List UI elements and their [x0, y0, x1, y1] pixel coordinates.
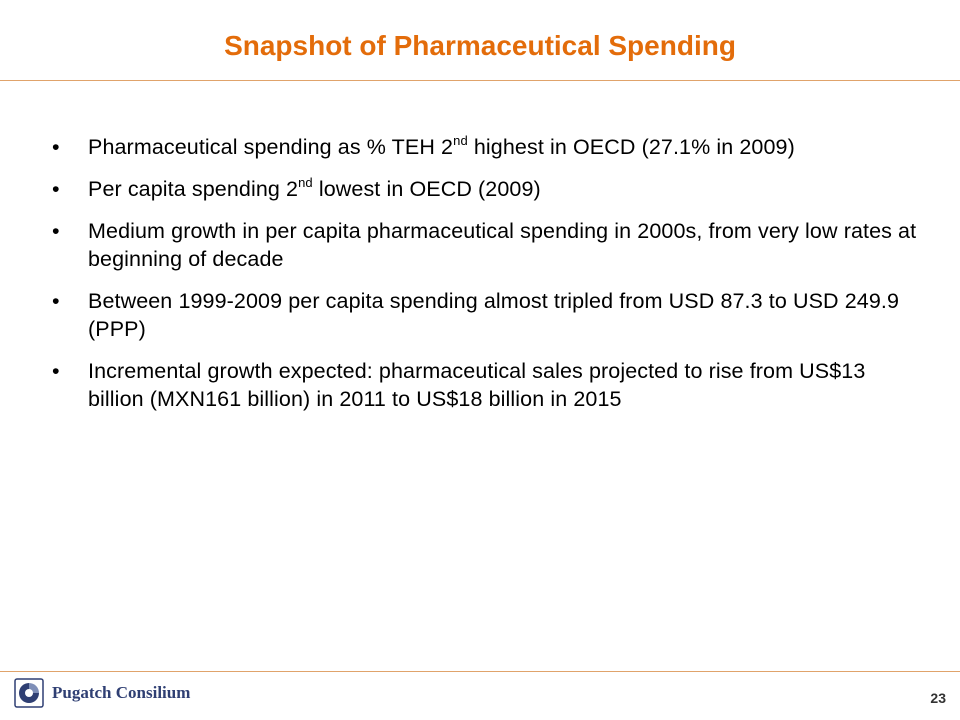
bullet-superscript: nd — [453, 133, 468, 148]
logo-text: Pugatch Consilium — [52, 683, 191, 702]
bullet-text: Between 1999-2009 per capita spending al… — [88, 289, 900, 341]
bullet-list: • Pharmaceutical spending as % TEH 2nd hi… — [52, 133, 922, 427]
slide-title: Snapshot of Pharmaceutical Spending — [224, 30, 736, 61]
bullet-dot: • — [52, 177, 60, 201]
bullet-item: • Incremental growth expected: pharmaceut… — [52, 357, 922, 413]
title-divider — [0, 80, 960, 81]
company-logo: Pugatch Consilium — [14, 678, 190, 708]
bullet-text-cont: lowest in OECD (2009) — [312, 177, 541, 201]
bullet-text: Per capita spending 2 — [88, 177, 299, 201]
bullet-item: • Medium growth in per capita pharmaceuti… — [52, 217, 922, 273]
bullet-text-cont: highest in OECD (27.1% in 2009) — [467, 135, 795, 159]
bullet-text: Pharmaceutical spending as % TEH 2 — [88, 135, 454, 159]
page-number: 23 — [930, 690, 946, 706]
bullet-superscript: nd — [298, 175, 313, 190]
bullet-dot: • — [52, 135, 60, 159]
bullet-item: • Pharmaceutical spending as % TEH 2nd hi… — [52, 133, 922, 161]
bullet-text: Incremental growth expected: pharmaceuti… — [88, 359, 866, 411]
pugatch-logo-icon — [14, 678, 44, 708]
bullet-dot: • — [52, 219, 60, 243]
bullet-dot: • — [52, 359, 60, 383]
bullet-text: Medium growth in per capita pharmaceutic… — [88, 219, 917, 271]
bullet-dot: • — [52, 289, 60, 313]
bullet-item: • Between 1999-2009 per capita spending a… — [52, 287, 922, 343]
bullet-item: • Per capita spending 2nd lowest in OECD … — [52, 175, 922, 203]
footer-divider — [0, 671, 960, 672]
